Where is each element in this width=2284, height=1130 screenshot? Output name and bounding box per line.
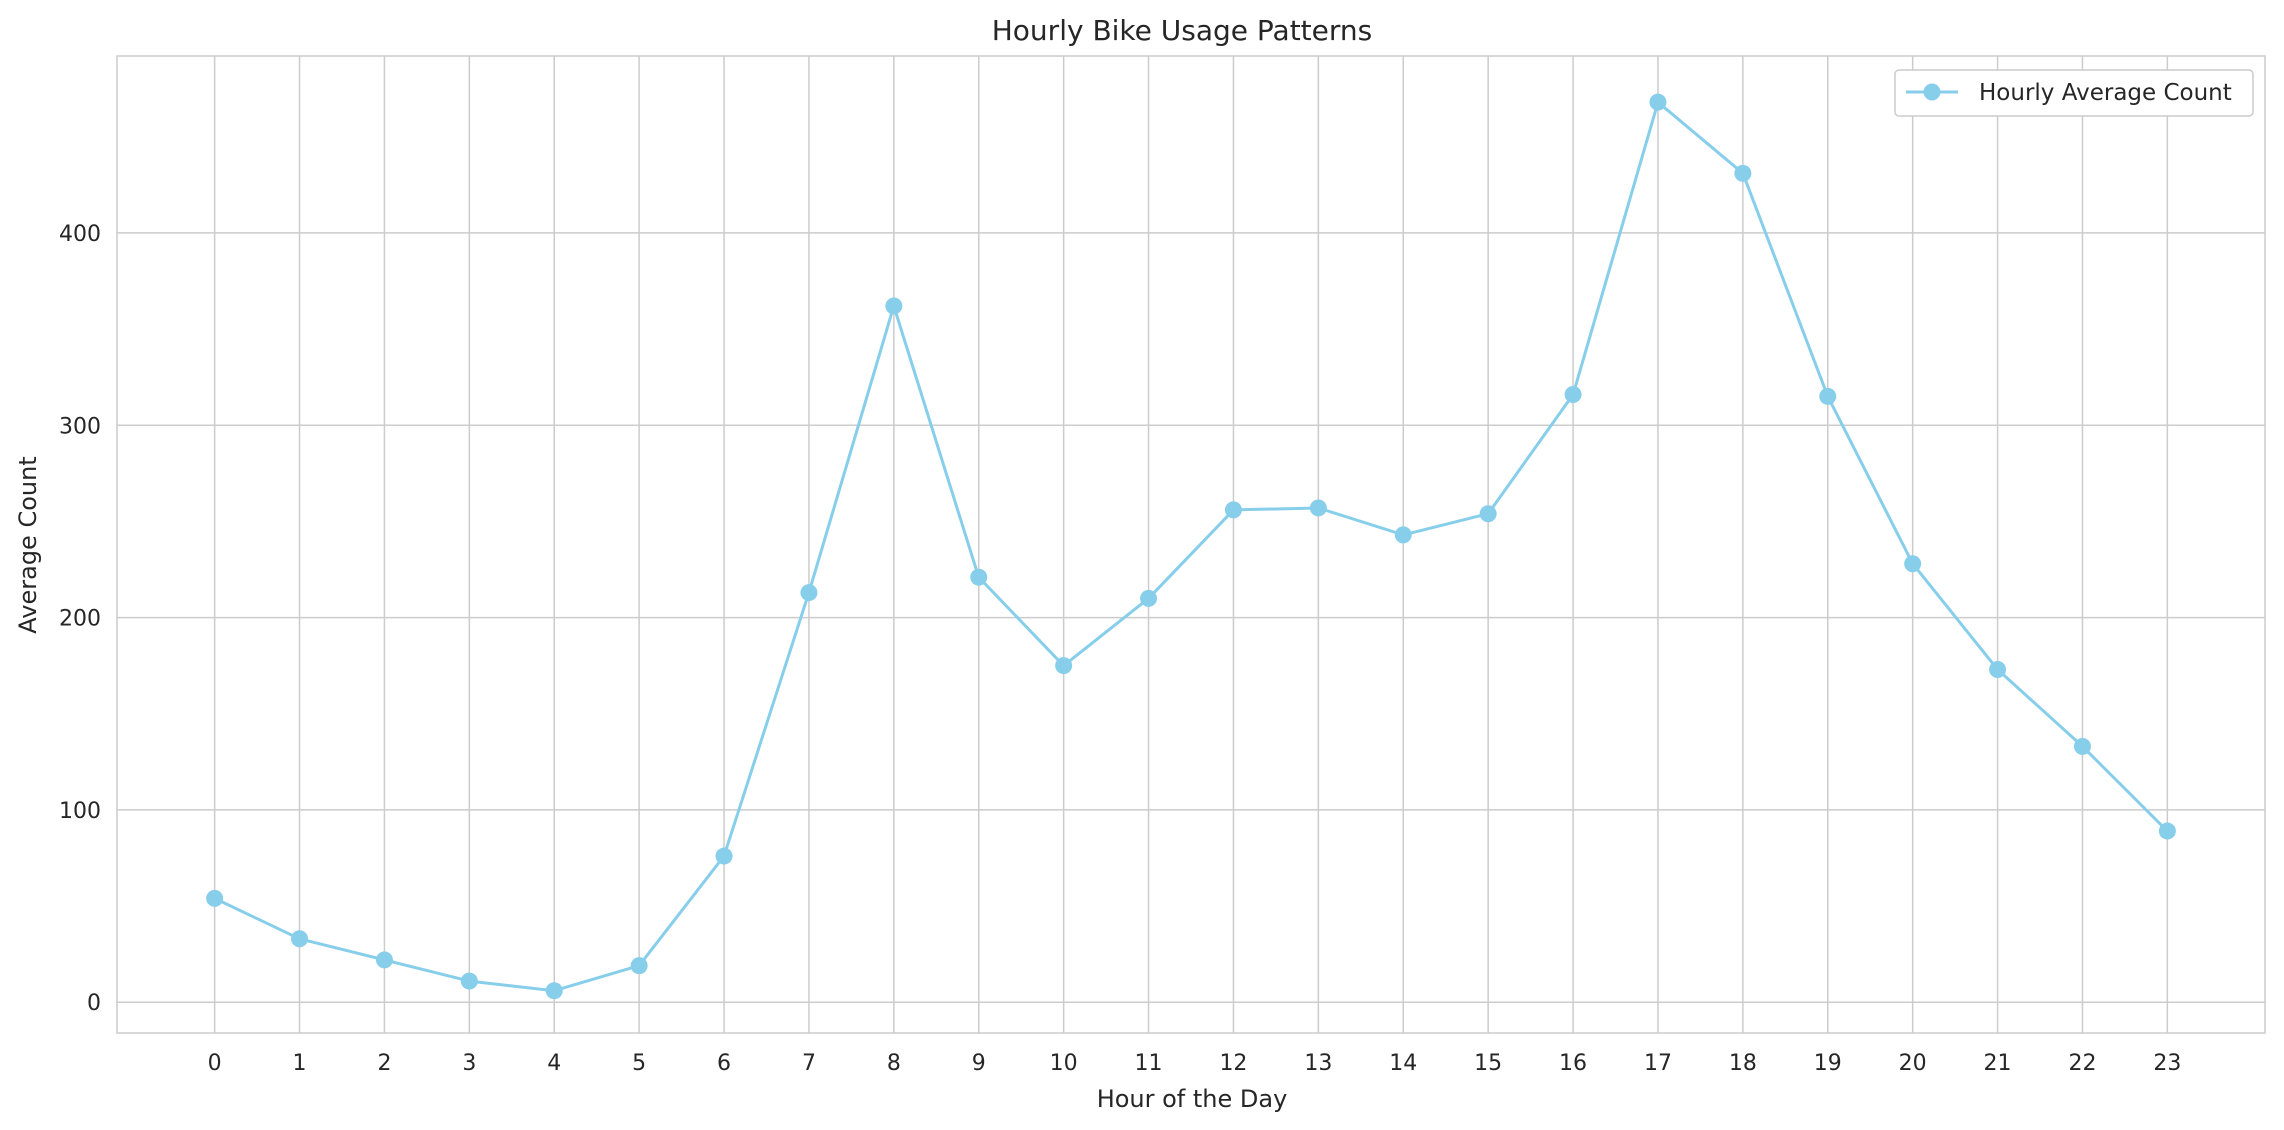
data-point xyxy=(545,982,563,1000)
data-point xyxy=(1564,385,1582,403)
x-tick-label: 9 xyxy=(972,1051,986,1076)
series-line xyxy=(213,100,2169,993)
x-tick-label: 11 xyxy=(1135,1051,1163,1076)
y-tick-label: 400 xyxy=(59,222,101,247)
x-tick-label: 8 xyxy=(887,1051,901,1076)
legend-marker-swatch xyxy=(1923,83,1941,101)
data-point xyxy=(1394,526,1412,544)
x-tick-label: 21 xyxy=(1984,1051,2012,1076)
data-point xyxy=(800,584,818,602)
x-tick-label: 18 xyxy=(1729,1051,1757,1076)
data-point xyxy=(1224,501,1242,519)
series-layer xyxy=(206,93,2176,1000)
data-point xyxy=(1479,505,1497,523)
data-point xyxy=(1055,657,1073,675)
data-point xyxy=(1309,499,1327,517)
x-tick-label: 7 xyxy=(802,1051,816,1076)
y-tick-label: 0 xyxy=(87,991,101,1016)
y-tick-label: 100 xyxy=(59,799,101,824)
y-tick-label: 300 xyxy=(59,414,101,439)
data-point xyxy=(1904,555,1922,573)
x-tick-label: 1 xyxy=(293,1051,307,1076)
data-point xyxy=(1989,661,2007,679)
grid xyxy=(117,56,2265,1033)
x-tick-label: 4 xyxy=(547,1051,561,1076)
x-tick-label: 19 xyxy=(1814,1051,1842,1076)
data-point xyxy=(1140,589,1158,607)
data-point xyxy=(715,847,733,865)
x-tick-label: 0 xyxy=(208,1051,222,1076)
legend-box xyxy=(1894,69,2254,117)
x-tick-label: 22 xyxy=(2068,1051,2096,1076)
data-point xyxy=(1819,387,1837,405)
x-tick-label: 17 xyxy=(1644,1051,1672,1076)
x-tick-label: 2 xyxy=(377,1051,391,1076)
y-tick-label: 200 xyxy=(59,607,101,632)
x-tick-label: 5 xyxy=(632,1051,646,1076)
legend-label: Hourly Average Count xyxy=(1979,80,2232,106)
legend: Hourly Average Count xyxy=(1894,69,2254,117)
data-point xyxy=(206,889,224,907)
x-axis-ticks: 0 1 2 3 4 5 6 7 8 9 10 11 12 13 14 15 16 17 18 19 20 21 22 23 xyxy=(208,1051,2182,1076)
chart-title: Hourly Bike Usage Patterns xyxy=(992,14,1373,47)
x-axis-label: Hour of the Day xyxy=(1097,1085,1288,1113)
x-tick-label: 3 xyxy=(462,1051,476,1076)
x-tick-label: 23 xyxy=(2153,1051,2181,1076)
data-point xyxy=(970,568,988,586)
y-axis-ticks: 0 100 200 300 400 xyxy=(59,222,101,1016)
x-tick-label: 20 xyxy=(1899,1051,1927,1076)
data-point xyxy=(291,930,309,948)
data-point xyxy=(885,297,903,315)
x-tick-label: 12 xyxy=(1219,1051,1247,1076)
data-point xyxy=(1734,164,1752,182)
x-tick-label: 14 xyxy=(1389,1051,1417,1076)
x-tick-label: 6 xyxy=(717,1051,731,1076)
data-point xyxy=(1649,93,1667,111)
x-tick-label: 10 xyxy=(1050,1051,1078,1076)
x-tick-label: 13 xyxy=(1304,1051,1332,1076)
x-tick-label: 16 xyxy=(1559,1051,1587,1076)
x-tick-label: 15 xyxy=(1474,1051,1502,1076)
plot-frame xyxy=(116,55,2266,1034)
data-point xyxy=(460,972,478,990)
data-point xyxy=(630,957,648,975)
data-point xyxy=(2073,737,2091,755)
y-axis-label: Average Count xyxy=(14,456,42,633)
data-point xyxy=(375,951,393,969)
data-point xyxy=(2158,822,2176,840)
